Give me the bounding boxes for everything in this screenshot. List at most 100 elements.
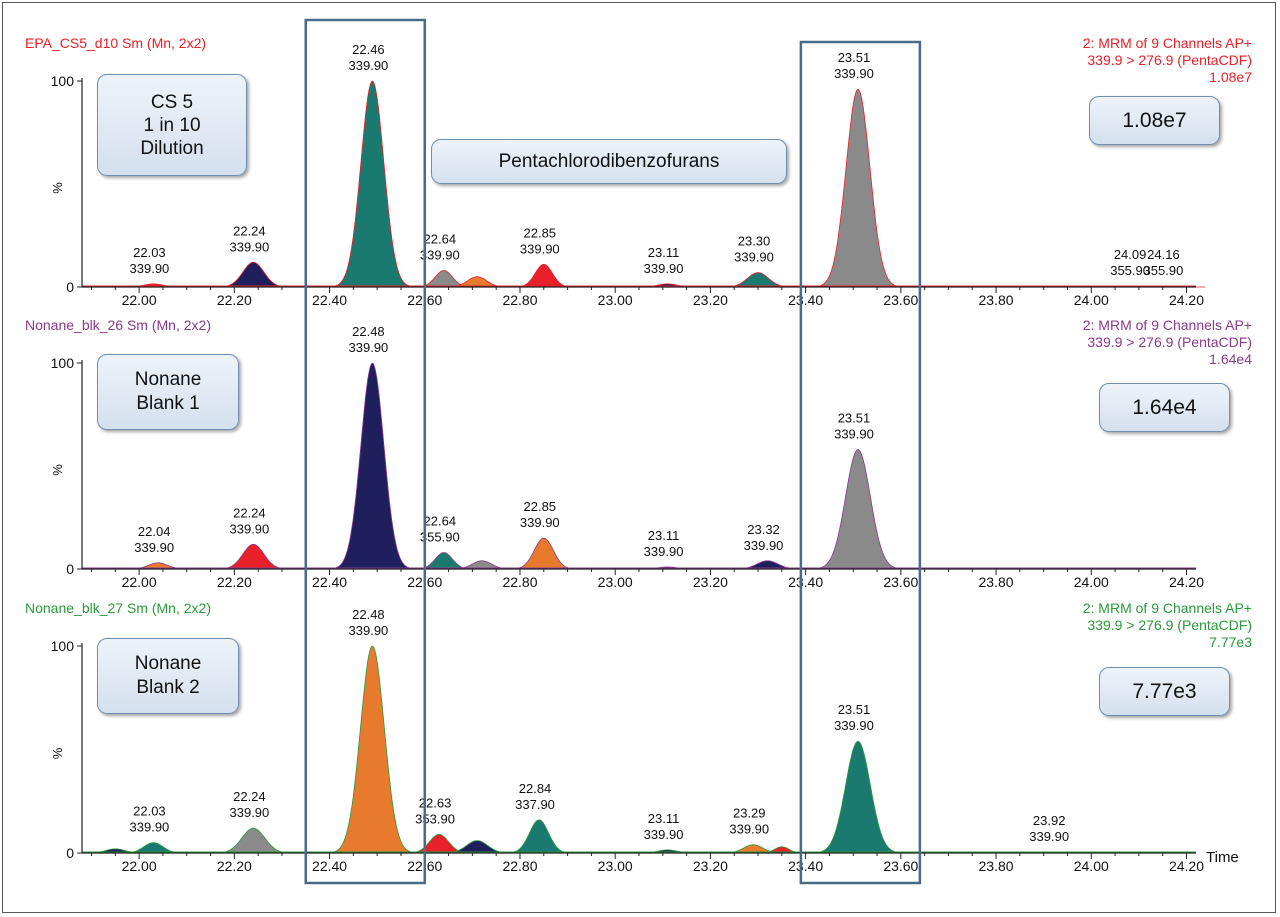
peak-label-rt: 23.29 xyxy=(733,806,766,821)
x-tick-label: 22.40 xyxy=(312,292,347,308)
peak-label-mz: 339.90 xyxy=(230,521,270,536)
peak-label-rt: 23.32 xyxy=(747,522,780,537)
peak-label-mz: 339.90 xyxy=(734,250,774,265)
peak xyxy=(808,740,908,854)
peak-label-rt: 22.48 xyxy=(352,324,385,339)
x-tick-label: 24.00 xyxy=(1074,574,1109,590)
x-tick-label: 22.40 xyxy=(312,858,347,874)
peak-label-mz: 339.90 xyxy=(520,241,560,256)
peak-label-mz: 339.90 xyxy=(644,261,684,276)
peak xyxy=(211,261,296,288)
intensity-value: 1.64e4 xyxy=(1132,395,1197,419)
x-axis-label: Time xyxy=(1206,849,1239,866)
x-tick-label: 22.80 xyxy=(502,292,537,308)
callout-nonane-blank-1: Nonane Blank 1 xyxy=(97,354,239,430)
x-tick-label: 23.00 xyxy=(598,292,633,308)
panel-channel-label: 7.77e3 xyxy=(1209,634,1252,650)
panel-title: Nonane_blk_26 Sm (Mn, 2x2) xyxy=(25,317,211,333)
x-tick-label: 23.80 xyxy=(979,858,1014,874)
peak-label-mz: 339.90 xyxy=(834,66,874,81)
x-tick-label: 22.20 xyxy=(217,858,252,874)
panel-channel-label: 339.9 > 276.9 (PentaCDF) xyxy=(1087,52,1252,68)
panel-channel-label: 2: MRM of 9 Channels AP+ xyxy=(1083,35,1252,51)
callout-line: Blank 1 xyxy=(136,393,200,414)
peak-label-rt: 23.51 xyxy=(838,411,871,426)
chromatogram-panel-1: 22.03339.9022.24339.9022.46339.9022.6433… xyxy=(25,35,1252,308)
peak-label-mz: 339.90 xyxy=(644,827,684,842)
y-tick-label: 0 xyxy=(66,845,74,861)
callout-nonane-blank-2: Nonane Blank 2 xyxy=(97,638,239,714)
peak-label-mz: 355.90 xyxy=(420,530,460,545)
x-tick-label: 23.80 xyxy=(979,292,1014,308)
panel-channel-label: 1.08e7 xyxy=(1209,69,1252,85)
x-tick-label: 23.40 xyxy=(788,858,823,874)
y-tick-label: 0 xyxy=(66,279,74,295)
peak-label-rt: 22.03 xyxy=(133,245,166,260)
y-axis-label: % xyxy=(50,747,65,759)
callout-intensity-1: 1.08e7 xyxy=(1089,96,1220,145)
x-tick-label: 23.40 xyxy=(788,574,823,590)
x-tick-label: 22.00 xyxy=(122,574,157,590)
peak-label-rt: 22.24 xyxy=(233,505,266,520)
y-tick-label: 0 xyxy=(66,561,74,577)
peak-label-rt: 22.85 xyxy=(524,499,557,514)
peak-label-rt: 22.46 xyxy=(352,42,385,57)
peak xyxy=(808,449,908,570)
y-tick-label: 100 xyxy=(51,73,75,89)
callout-line: 1 in 10 xyxy=(143,114,201,136)
peak xyxy=(207,827,300,854)
peak-label-rt: 23.30 xyxy=(738,234,771,249)
peak-label-mz: 339.90 xyxy=(130,820,170,835)
peak-label-rt: 23.11 xyxy=(648,245,680,260)
panel-title: EPA_CS5_d10 Sm (Mn, 2x2) xyxy=(25,35,206,51)
panel-channel-label: 2: MRM of 9 Channels AP+ xyxy=(1083,317,1252,333)
retention-window-box xyxy=(799,40,922,885)
y-tick-label: 100 xyxy=(51,355,75,371)
x-tick-label: 23.20 xyxy=(693,858,728,874)
peak-label-mz: 339.90 xyxy=(729,822,769,837)
x-tick-label: 24.20 xyxy=(1169,574,1204,590)
peak xyxy=(326,362,419,570)
peak-label-rt: 24.16 xyxy=(1147,247,1180,262)
intensity-value: 1.08e7 xyxy=(1122,108,1187,132)
panel-channel-label: 339.9 > 276.9 (PentaCDF) xyxy=(1087,334,1252,350)
callout-line: Blank 2 xyxy=(136,677,200,698)
peak-label-mz: 339.90 xyxy=(349,340,389,355)
x-tick-label: 24.00 xyxy=(1074,292,1109,308)
x-tick-label: 24.00 xyxy=(1074,858,1109,874)
peak xyxy=(509,263,579,288)
callout-line: Nonane xyxy=(134,369,202,390)
callout-cs5-dilution: CS 5 1 in 10 Dilution xyxy=(97,74,247,176)
peak xyxy=(810,88,906,288)
y-axis-label: % xyxy=(50,464,65,476)
peak xyxy=(326,80,419,288)
peak-label-rt: 23.92 xyxy=(1033,813,1066,828)
peak-label-mz: 339.90 xyxy=(230,239,270,254)
x-tick-label: 22.80 xyxy=(502,858,537,874)
x-tick-label: 22.80 xyxy=(502,574,537,590)
peak-label-rt: 22.84 xyxy=(519,781,552,796)
x-tick-label: 23.20 xyxy=(693,292,728,308)
peak-label-mz: 339.90 xyxy=(744,538,784,553)
compound-label: Pentachlorodibenzofurans xyxy=(498,150,720,172)
peak-label-mz: 339.90 xyxy=(349,623,389,638)
peak-label-rt: 24.09 xyxy=(1114,247,1147,262)
peak-label-rt: 22.03 xyxy=(133,804,166,819)
y-tick-label: 100 xyxy=(51,638,75,654)
peak-label-rt: 22.63 xyxy=(419,795,452,810)
peak-label-mz: 339.90 xyxy=(420,248,460,263)
x-tick-label: 24.20 xyxy=(1169,858,1204,874)
x-tick-label: 22.20 xyxy=(217,574,252,590)
peak-label-mz: 337.90 xyxy=(515,797,555,812)
peak-label-rt: 22.24 xyxy=(233,789,266,804)
x-tick-label: 24.20 xyxy=(1169,292,1204,308)
x-tick-label: 23.00 xyxy=(598,858,633,874)
peak xyxy=(500,819,578,854)
x-tick-label: 22.00 xyxy=(122,292,157,308)
x-tick-label: 23.80 xyxy=(979,574,1014,590)
peak-label-rt: 22.24 xyxy=(233,223,266,238)
x-tick-label: 23.00 xyxy=(598,574,633,590)
peak-label-rt: 23.51 xyxy=(838,702,871,717)
